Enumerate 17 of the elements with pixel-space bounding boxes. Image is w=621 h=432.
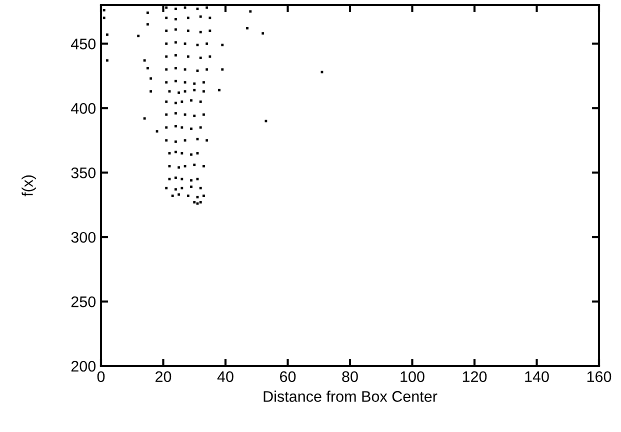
x-axis-title: Distance from Box Center bbox=[264, 390, 438, 402]
x-tick-label: 0 bbox=[97, 371, 105, 382]
y-tick-label: 250 bbox=[71, 296, 96, 308]
y-tick-label: 450 bbox=[71, 38, 96, 50]
y-axis-title: f(x) bbox=[22, 175, 36, 196]
y-tick-label: 400 bbox=[71, 103, 96, 114]
y-tick-label: 300 bbox=[71, 232, 96, 243]
x-tick-label: 40 bbox=[217, 371, 234, 382]
x-tick-label: 160 bbox=[587, 371, 612, 382]
y-tick-label: 350 bbox=[71, 167, 96, 178]
y-tick-label: 200 bbox=[71, 360, 96, 372]
x-tick-label: 120 bbox=[462, 371, 487, 382]
x-tick-label: 100 bbox=[400, 371, 424, 382]
x-tick-label: 20 bbox=[156, 371, 172, 382]
x-tick-label: 140 bbox=[525, 371, 549, 382]
x-tick-label: 60 bbox=[280, 371, 296, 382]
x-tick-label: 80 bbox=[342, 371, 358, 382]
